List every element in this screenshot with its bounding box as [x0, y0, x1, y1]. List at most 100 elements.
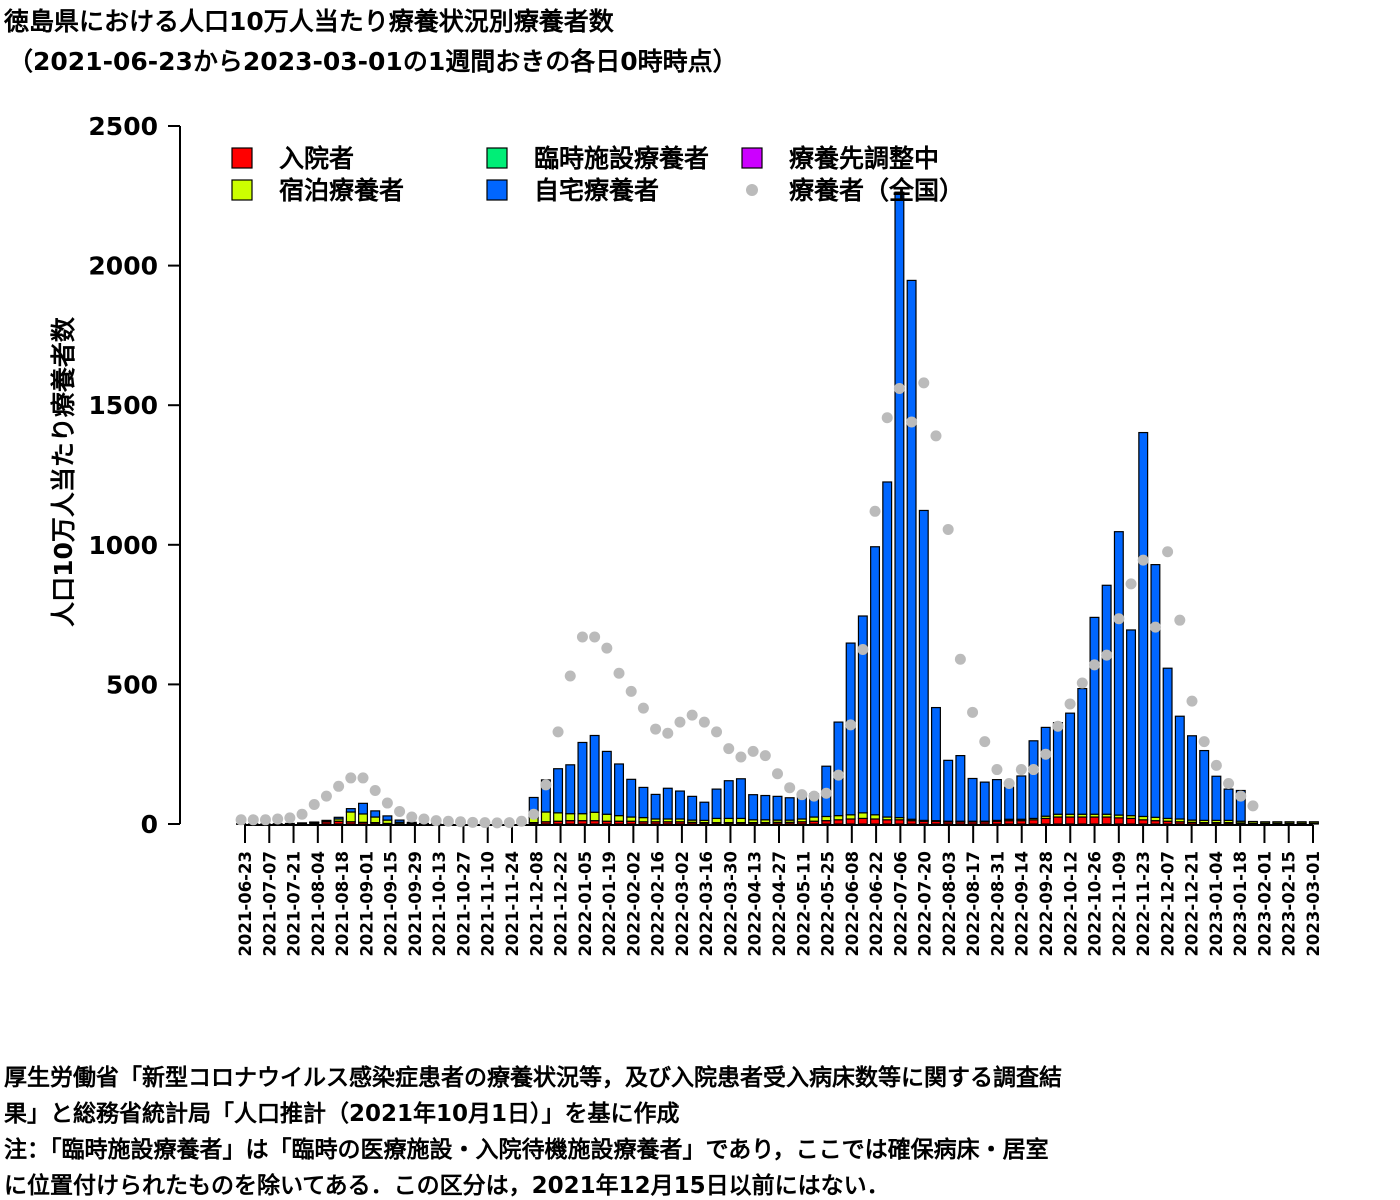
x-tick-label: 2022-05-11: [794, 851, 813, 957]
bar-segment: [748, 794, 759, 821]
bar-segment: [1235, 789, 1246, 822]
bar-segment: [711, 788, 722, 820]
national-point: [540, 779, 552, 791]
national-point: [455, 816, 467, 828]
national-point: [1003, 778, 1015, 790]
bar-segment: [991, 779, 1002, 821]
bar-segment: [1223, 788, 1234, 821]
bar-segment: [1211, 775, 1222, 821]
bar-segment: [1065, 712, 1076, 815]
national-point: [381, 797, 393, 809]
national-point: [235, 814, 247, 826]
bar-segment: [833, 815, 844, 821]
national-point: [259, 814, 271, 826]
bar-segment: [1028, 819, 1039, 825]
bar-segment: [1077, 816, 1088, 825]
y-tick-label: 1500: [88, 391, 158, 420]
stacked-bar-chart: 0 500 1000 1500 2000 2500 2021-06-23 2021-07-0…: [49, 112, 1323, 957]
national-point: [1186, 695, 1198, 707]
legend-item: 宿泊療養者: [231, 176, 404, 205]
national-point: [1125, 578, 1137, 590]
bar-segment: [882, 819, 893, 825]
bars: [236, 191, 1319, 825]
national-point: [284, 812, 296, 824]
x-tick-label: 2022-10-26: [1086, 851, 1105, 957]
national-point: [491, 817, 503, 829]
x-tick-label: 2022-08-17: [964, 851, 983, 957]
national-point: [406, 811, 418, 823]
national-point: [1015, 764, 1027, 776]
national-point: [1076, 677, 1088, 689]
x-tick-label: 2023-02-15: [1280, 851, 1299, 957]
bar-segment: [870, 546, 881, 816]
x-tick-label: 2021-10-27: [454, 851, 473, 957]
bar-segment: [1247, 820, 1258, 824]
national-point: [906, 416, 918, 428]
bar-segment: [1260, 821, 1271, 824]
bar-segment: [345, 808, 356, 813]
national-point: [1235, 790, 1247, 802]
bar-segment: [1272, 821, 1283, 824]
bar-segment: [1040, 726, 1051, 817]
x-tick-label: 2022-11-09: [1110, 851, 1129, 957]
x-tick-label: 2023-02-01: [1255, 851, 1274, 957]
bar-segment: [1077, 687, 1088, 815]
bar-segment: [370, 816, 381, 824]
bar-segment: [1162, 667, 1173, 820]
bar-segment: [1089, 816, 1100, 825]
national-point: [564, 670, 576, 682]
national-point: [686, 709, 698, 721]
y-tick-label: 2000: [88, 252, 158, 281]
bar-segment: [809, 816, 820, 822]
bar-segment: [1113, 817, 1124, 825]
bar-segment: [1126, 629, 1137, 817]
national-point: [662, 727, 674, 739]
bar-segment: [601, 813, 612, 822]
x-tick-label: 2022-07-20: [916, 851, 935, 957]
national-point: [845, 719, 857, 731]
bar-segment: [735, 817, 746, 824]
national-point: [1198, 736, 1210, 748]
bar-segment: [723, 780, 734, 820]
bar-segment: [796, 796, 807, 820]
national-point: [272, 813, 284, 825]
national-point: [442, 815, 454, 827]
national-point: [552, 726, 564, 738]
national-point: [637, 702, 649, 714]
bar-segment: [1138, 431, 1149, 818]
bar-segment: [857, 812, 868, 820]
bar-segment: [735, 778, 746, 820]
bar-segment: [955, 754, 966, 822]
x-tick-label: 2022-05-25: [819, 851, 838, 957]
x-tick-label: 2022-08-03: [940, 851, 959, 957]
legend-swatch: [741, 147, 763, 169]
bar-segment: [626, 816, 637, 822]
x-tick-label: 2022-04-27: [770, 851, 789, 957]
national-point: [698, 716, 710, 728]
bar-segment: [1199, 749, 1210, 821]
bar-segment: [674, 790, 685, 820]
x-tick-label: 2021-08-04: [309, 851, 328, 957]
x-tick-label: 2022-02-02: [624, 851, 643, 957]
y-tick-label: 0: [141, 810, 158, 839]
x-tick-label: 2021-06-23: [236, 851, 255, 957]
x-tick-label: 2022-04-13: [746, 851, 765, 957]
x-tick-label: 2021-11-10: [479, 851, 498, 957]
legend-swatch: [231, 147, 253, 169]
national-point: [1088, 659, 1100, 671]
bar-segment: [772, 795, 783, 821]
national-point: [247, 814, 259, 826]
national-point: [820, 787, 832, 799]
bar-segment: [979, 781, 990, 822]
national-point: [613, 667, 625, 679]
national-point: [320, 790, 332, 802]
x-tick-label: 2022-03-30: [721, 851, 740, 957]
legend-swatch: [486, 179, 508, 201]
bar-segment: [1113, 531, 1124, 816]
national-points: [235, 377, 1259, 829]
national-point: [1052, 720, 1064, 732]
bar-segment: [394, 819, 405, 823]
bar-segment: [894, 191, 905, 819]
bar-segment: [845, 814, 856, 820]
source-note-3: 注：「臨時施設療養者」は「臨時の医療施設・入院待機施設療養者」であり，ここでは確…: [4, 1137, 1049, 1163]
